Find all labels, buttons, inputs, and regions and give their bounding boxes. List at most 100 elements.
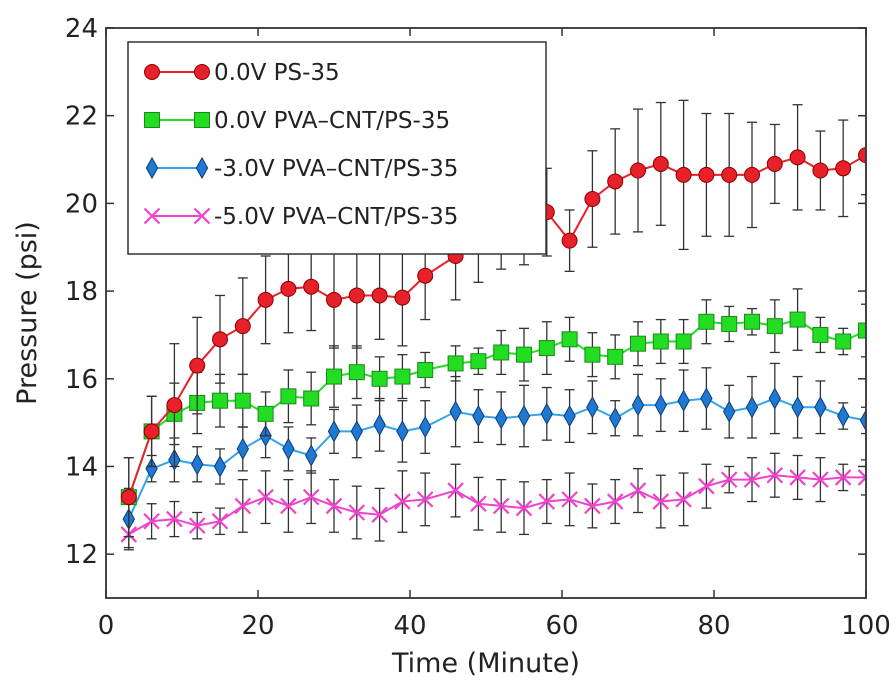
data-point [348,287,365,304]
data-point [698,477,715,495]
data-point [144,64,160,80]
y-tick-label: 16 [65,365,98,395]
data-point [540,402,553,426]
data-point [515,499,533,517]
data-point [257,405,274,422]
legend-label: 0.0V PS-35 [214,60,340,86]
data-point [789,149,806,166]
data-point [721,315,738,332]
data-point [472,404,485,428]
data-point [419,415,432,439]
data-point [675,333,692,350]
data-point [234,318,251,335]
data-point [744,166,760,183]
data-point [193,207,211,225]
data-point [630,162,646,179]
data-point [563,404,576,428]
data-point [721,166,738,183]
y-axis-title: Pressure (psi) [12,221,43,405]
data-point [396,420,409,443]
data-point [561,331,578,348]
data-point [417,267,434,284]
data-point [675,166,692,183]
series-4 [120,452,866,549]
data-point [698,166,715,183]
data-point [282,437,295,461]
data-point [561,232,578,249]
series-3 [122,362,866,551]
data-point [698,313,715,330]
data-point [143,207,161,225]
data-point [325,497,343,515]
y-tick-label: 12 [65,540,98,570]
data-point [145,156,159,180]
data-point [470,495,487,513]
data-point [326,291,342,308]
data-point [652,493,670,510]
data-point [447,482,464,499]
data-point [234,497,252,515]
data-point [194,64,210,80]
data-point [373,413,386,436]
data-point [195,156,209,180]
y-tick-label: 14 [65,452,98,482]
data-point [348,364,365,381]
data-point [630,335,646,352]
data-point [495,407,508,430]
data-point [447,355,464,372]
y-tick-label: 22 [65,102,98,132]
data-point [189,357,206,374]
data-point [212,331,228,348]
data-point [766,155,783,172]
data-point [857,469,866,486]
data-point [394,289,411,306]
data-point [143,423,160,440]
data-point [814,396,827,419]
data-point [768,387,781,410]
legend: 0.0V PS-35 0.0V PVA–CNT/PS-35 -3.0V PVA–CN… [127,41,547,255]
data-point [257,488,274,506]
data-point [607,173,624,190]
data-point [652,333,669,350]
data-point [327,420,341,443]
data-point [303,390,320,407]
data-point [516,346,532,363]
data-point [120,489,137,506]
x-tick-label: 100 [841,611,891,641]
data-point [371,506,388,523]
data-point [812,326,829,343]
data-point [348,504,366,521]
data-point [834,469,852,486]
data-point [720,471,738,488]
data-point [789,469,806,486]
data-point [629,482,647,499]
x-tick-label: 40 [393,611,426,641]
data-point [211,512,229,530]
data-point [812,162,829,179]
y-tick-label: 18 [65,277,98,307]
legend-label: -3.0V PVA–CNT/PS-35 [214,156,458,182]
data-point [234,392,251,409]
data-point [743,471,761,488]
data-point [416,491,434,508]
data-point [191,453,204,476]
data-point [470,353,487,370]
x-tick-label: 0 [98,611,115,641]
data-point [584,346,601,363]
x-tick-label: 80 [697,611,730,641]
data-point [371,370,388,387]
data-point [609,407,622,430]
data-point [236,437,249,461]
data-point [745,396,759,419]
axes: 0 20 40 60 80 100 12 14 16 18 20 22 24 [65,14,891,641]
x-tick-label: 60 [545,611,578,641]
data-point [700,387,713,410]
data-point [492,497,510,515]
data-point [561,491,578,508]
data-point [144,112,160,128]
data-point [584,497,601,515]
data-point [835,160,852,177]
data-point [766,466,784,484]
data-point [789,311,806,328]
